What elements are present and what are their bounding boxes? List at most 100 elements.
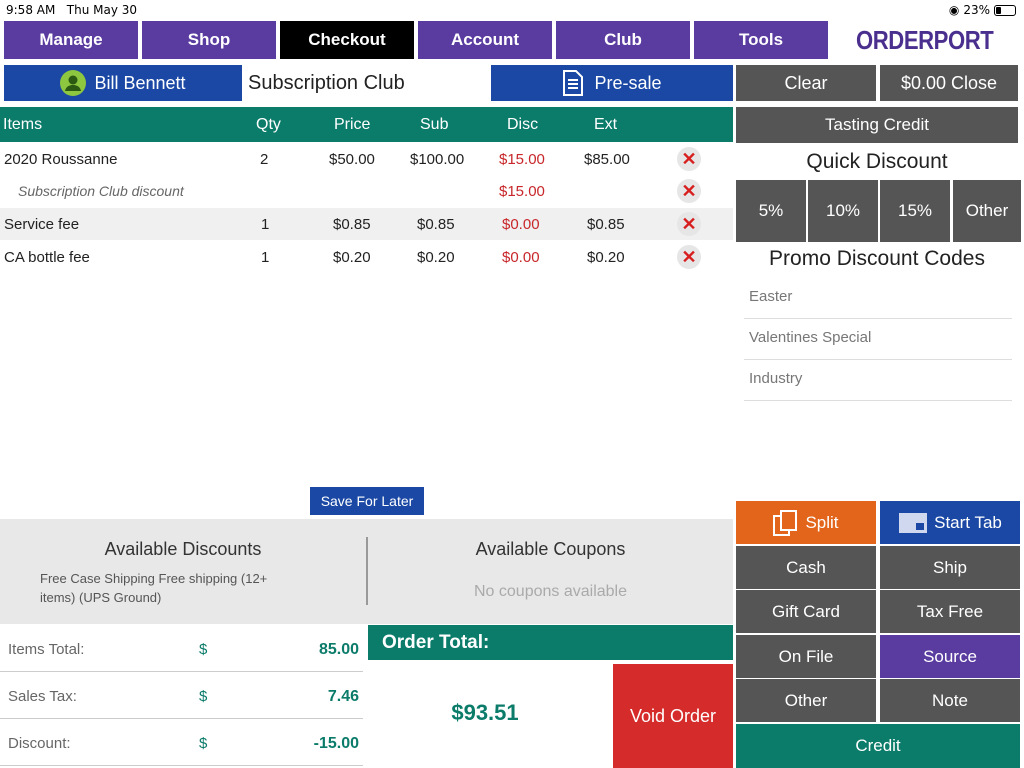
quick-discount-5[interactable]: 5%	[736, 180, 806, 242]
item-price: $0.20	[333, 249, 371, 266]
logo-text: ORDERPORT	[856, 24, 994, 55]
quick-discount-10[interactable]: 10%	[808, 180, 878, 242]
presale-label: Pre-sale	[594, 72, 662, 93]
currency-symbol: $	[199, 688, 208, 705]
promo-code-item[interactable]: Industry	[744, 360, 1012, 401]
table-row[interactable]: 2020 Roussanne 2 $50.00 $100.00 $15.00 $…	[0, 143, 733, 175]
split-icon	[773, 509, 798, 536]
item-disc: $15.00	[499, 183, 545, 200]
nav-club[interactable]: Club	[556, 21, 690, 59]
available-discounts-title: Available Discounts	[104, 539, 262, 559]
gift-card-button[interactable]: Gift Card	[736, 590, 876, 633]
sales-tax-label: Sales Tax:	[8, 688, 77, 705]
discount-row: Discount: $ -15.00	[0, 719, 363, 766]
available-discount-item[interactable]: Free Case Shipping Free shipping (12+ it…	[40, 571, 268, 605]
presale-button[interactable]: Pre-sale	[491, 65, 733, 101]
promo-codes-title: Promo Discount Codes	[769, 247, 985, 270]
battery-percent: 23%	[963, 3, 990, 17]
item-sub: $0.85	[417, 216, 455, 233]
customer-name: Bill Bennett	[94, 72, 186, 93]
item-name: 2020 Roussanne	[4, 151, 118, 168]
item-name: Service fee	[4, 216, 80, 233]
items-total-label: Items Total:	[8, 641, 85, 658]
header-price: Price	[334, 116, 371, 133]
quick-discount-title: Quick Discount	[806, 150, 948, 173]
other-button[interactable]: Other	[736, 679, 876, 722]
table-row[interactable]: Subscription Club discount $15.00 ✕	[0, 175, 733, 207]
save-for-later-button[interactable]: Save For Later	[310, 487, 424, 515]
nav-shop[interactable]: Shop	[142, 21, 276, 59]
tab-icon	[899, 512, 928, 533]
remove-item-icon[interactable]: ✕	[677, 212, 701, 236]
sales-tax-row: Sales Tax: $ 7.46	[0, 672, 363, 719]
header-disc: Disc	[507, 116, 539, 133]
order-total-label: Order Total:	[368, 625, 733, 660]
nav-checkout[interactable]: Checkout	[280, 21, 414, 59]
club-name: Subscription Club	[248, 72, 405, 94]
quick-discount-other[interactable]: Other	[953, 180, 1021, 242]
remove-item-icon[interactable]: ✕	[677, 179, 701, 203]
currency-symbol: $	[199, 735, 208, 752]
item-qty[interactable]: 2	[260, 151, 269, 168]
clear-button[interactable]: Clear	[736, 65, 876, 101]
tasting-credit-button[interactable]: Tasting Credit	[736, 107, 1018, 143]
discounts-coupons-panel: Available Discounts Free Case Shipping F…	[0, 519, 733, 624]
void-order-button[interactable]: Void Order	[613, 664, 733, 768]
status-time: 9:58 AM	[6, 3, 56, 17]
order-total-value: $93.51	[451, 700, 519, 725]
item-ext: $85.00	[584, 151, 630, 168]
header-items: Items	[3, 116, 43, 133]
orderport-logo: ORDERPORT	[852, 22, 1012, 58]
item-ext: $0.20	[587, 249, 625, 266]
user-icon	[60, 70, 87, 96]
document-icon	[563, 70, 584, 96]
available-coupons-title: Available Coupons	[475, 539, 626, 559]
item-qty[interactable]: 1	[261, 249, 270, 266]
divider	[366, 537, 368, 605]
split-label: Split	[805, 512, 839, 532]
nav-manage[interactable]: Manage	[4, 21, 138, 59]
tax-free-button[interactable]: Tax Free	[880, 590, 1020, 633]
item-disc: $0.00	[502, 216, 540, 233]
item-name: CA bottle fee	[4, 249, 90, 266]
close-button[interactable]: $0.00 Close	[880, 65, 1018, 101]
remove-item-icon[interactable]: ✕	[677, 147, 701, 171]
table-row[interactable]: CA bottle fee 1 $0.20 $0.20 $0.00 $0.20 …	[0, 241, 733, 273]
on-file-button[interactable]: On File	[736, 635, 876, 678]
item-name: Subscription Club discount	[18, 183, 184, 199]
table-row[interactable]: Service fee 1 $0.85 $0.85 $0.00 $0.85 ✕	[0, 208, 733, 240]
item-ext: $0.85	[587, 216, 625, 233]
item-disc: $0.00	[502, 249, 540, 266]
status-bar: 9:58 AM Thu May 30 ◉ 23%	[0, 0, 1024, 20]
note-button[interactable]: Note	[880, 679, 1020, 722]
item-sub: $100.00	[410, 151, 465, 168]
discount-label: Discount:	[8, 735, 71, 752]
nav-tools[interactable]: Tools	[694, 21, 828, 59]
remove-item-icon[interactable]: ✕	[677, 245, 701, 269]
no-coupons-text: No coupons available	[474, 583, 627, 600]
sales-tax-value: 7.46	[327, 688, 359, 705]
ship-button[interactable]: Ship	[880, 546, 1020, 589]
item-price: $50.00	[329, 151, 375, 168]
item-qty[interactable]: 1	[261, 216, 270, 233]
customer-button[interactable]: Bill Bennett	[4, 65, 242, 101]
credit-button[interactable]: Credit	[736, 724, 1020, 768]
header-sub: Sub	[420, 116, 449, 133]
promo-code-item[interactable]: Valentines Special	[744, 319, 1012, 360]
cash-button[interactable]: Cash	[736, 546, 876, 589]
item-price: $0.85	[333, 216, 371, 233]
item-sub: $0.20	[417, 249, 455, 266]
start-tab-button[interactable]: Start Tab	[880, 501, 1020, 544]
currency-symbol: $	[199, 641, 208, 658]
split-button[interactable]: Split	[736, 501, 876, 544]
start-tab-label: Start Tab	[934, 512, 1002, 532]
items-total-row: Items Total: $ 85.00	[0, 625, 363, 672]
item-disc: $15.00	[499, 151, 545, 168]
battery-icon	[994, 4, 1016, 16]
items-total-value: 85.00	[318, 641, 359, 658]
quick-discount-15[interactable]: 15%	[880, 180, 950, 242]
promo-code-item[interactable]: Easter	[744, 278, 1012, 319]
nav-account[interactable]: Account	[418, 21, 552, 59]
source-button[interactable]: Source	[880, 635, 1020, 678]
discount-value: -15.00	[313, 735, 359, 752]
